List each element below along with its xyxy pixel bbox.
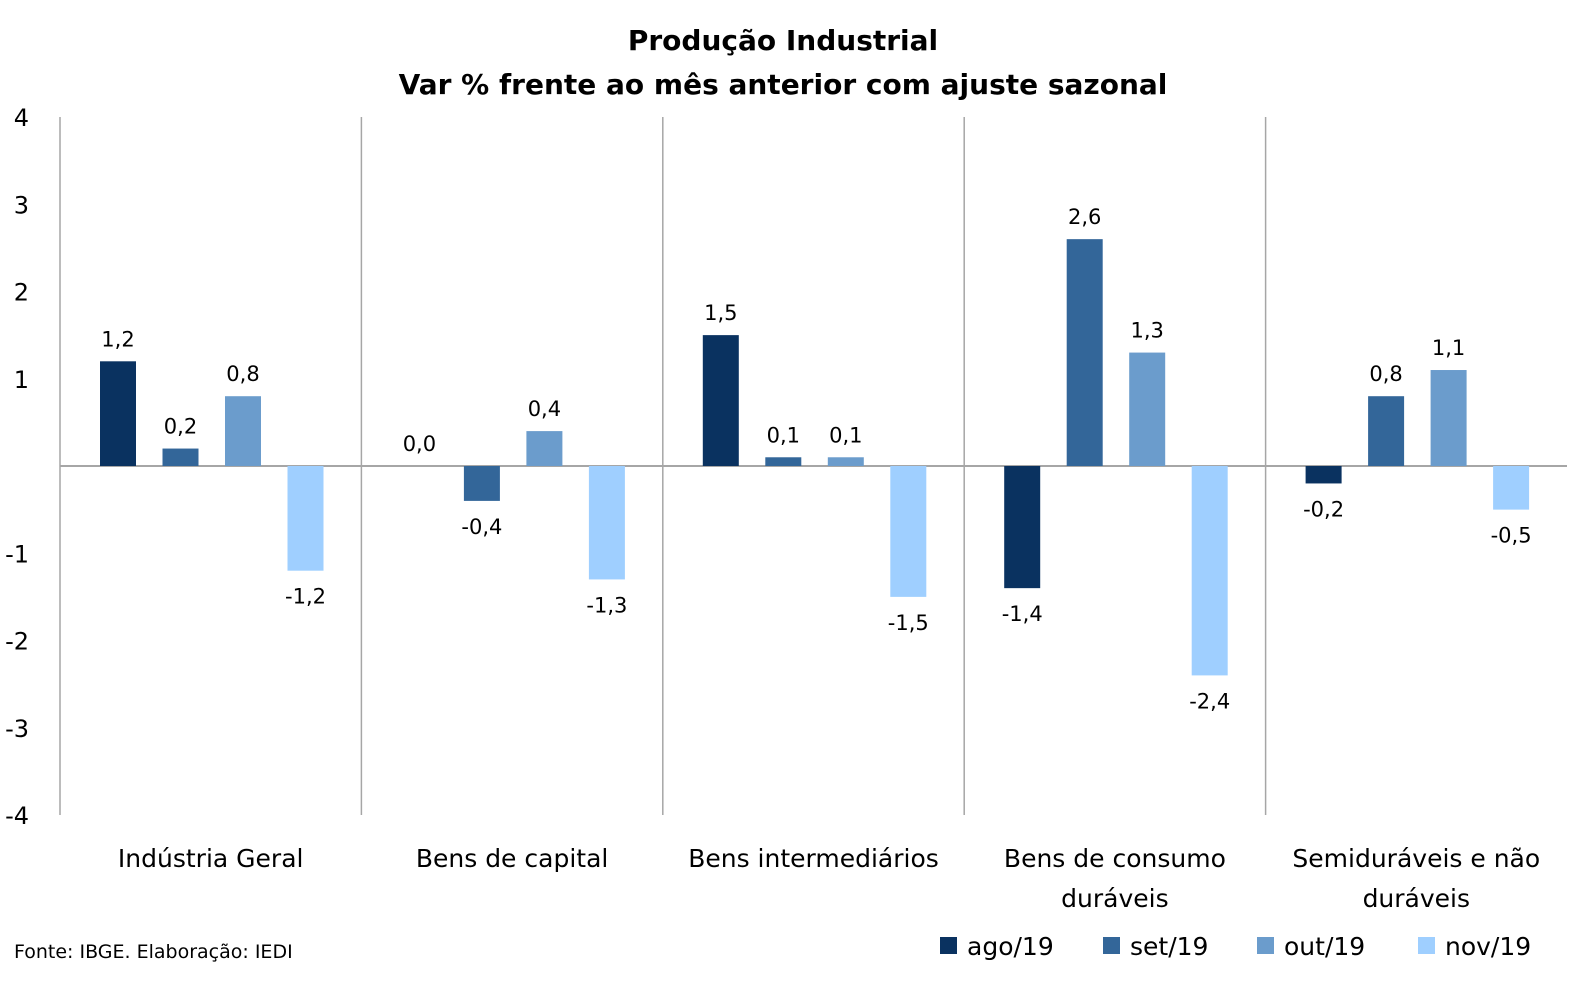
legend-swatch: [1418, 937, 1435, 954]
chart-subtitle: Var % frente ao mês anterior com ajuste …: [399, 68, 1168, 101]
legend-label: out/19: [1284, 932, 1365, 961]
bar: [1430, 370, 1467, 466]
bar: [890, 466, 927, 597]
y-tick-label: 3: [14, 191, 29, 219]
bar: [287, 466, 324, 571]
data-label: -0,4: [461, 515, 502, 539]
data-label: 0,1: [767, 423, 800, 447]
data-label: 2,6: [1068, 205, 1101, 229]
data-label: 0,4: [528, 397, 561, 421]
legend-label: nov/19: [1445, 932, 1531, 961]
category-label: Bens de consumo: [1004, 844, 1226, 873]
bar: [1191, 466, 1228, 676]
data-label: -0,2: [1303, 497, 1344, 521]
category-label: duráveis: [1363, 884, 1470, 913]
category-label: Bens de capital: [416, 844, 609, 873]
legend-label: set/19: [1130, 932, 1208, 961]
y-tick-label: -2: [5, 628, 29, 656]
bar: [1004, 466, 1041, 589]
data-label: -1,4: [1002, 602, 1043, 626]
bar: [225, 396, 261, 466]
legend-swatch: [1257, 937, 1274, 954]
bar: [1368, 396, 1405, 466]
data-label: -2,4: [1189, 689, 1230, 713]
legend-swatch: [1103, 937, 1120, 954]
bars: [100, 239, 1530, 676]
source-note: Fonte: IBGE. Elaboração: IEDI: [14, 941, 293, 963]
y-tick-label: -4: [5, 802, 29, 830]
legend-swatch: [940, 937, 957, 954]
chart-title: Produção Industrial: [628, 24, 938, 57]
category-label: Indústria Geral: [118, 844, 304, 873]
data-label: 1,1: [1432, 336, 1465, 360]
bar: [765, 457, 802, 466]
data-label: -1,3: [586, 593, 627, 617]
data-label: 0,8: [226, 362, 259, 386]
category-label: Semiduráveis e não: [1292, 844, 1540, 873]
data-label: 0,0: [403, 432, 436, 456]
bar: [1305, 466, 1342, 484]
bar: [463, 466, 500, 501]
bar: [1129, 352, 1166, 466]
data-label: -1,5: [888, 611, 929, 635]
y-tick-label: -1: [5, 540, 29, 568]
bar: [1066, 239, 1103, 466]
data-label: -0,5: [1491, 524, 1532, 548]
bar: [588, 466, 625, 580]
bar: [100, 361, 136, 466]
legend: ago/19 set/19 out/19 nov/19: [940, 932, 1531, 961]
data-label: 1,2: [101, 327, 134, 351]
bar: [702, 335, 739, 466]
axes: 4 3 2 1 -1 -2 -3 -4: [5, 104, 1567, 830]
data-label: 1,3: [1130, 319, 1163, 343]
data-labels: 1,2 0,0 1,5 -1,4 -0,2 0,2 -0,4 0,1 2,6 0,8 0,8 0,4 0…: [101, 205, 1531, 713]
data-label: 0,8: [1369, 362, 1402, 386]
category-label: duráveis: [1061, 884, 1168, 913]
data-label: -1,2: [285, 585, 326, 609]
data-label: 0,1: [829, 423, 862, 447]
bar: [827, 457, 864, 466]
bar: [526, 431, 563, 466]
y-tick-label: 1: [14, 366, 29, 394]
y-tick-label: 2: [14, 279, 29, 307]
data-label: 1,5: [704, 301, 737, 325]
data-label: 0,2: [164, 415, 197, 439]
bar: [162, 448, 199, 466]
y-tick-label: 4: [14, 104, 29, 132]
bar: [1493, 466, 1530, 510]
y-tick-label: -3: [5, 715, 29, 743]
category-label: Bens intermediários: [688, 844, 939, 873]
category-labels: Indústria Geral Bens de capital Bens inter…: [118, 844, 1540, 913]
legend-label: ago/19: [967, 932, 1054, 961]
